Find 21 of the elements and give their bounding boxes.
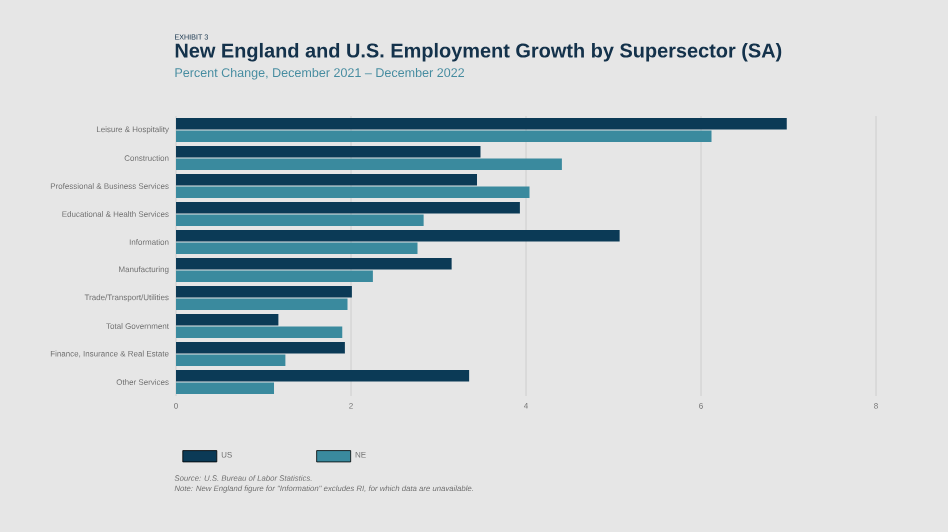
bar: [176, 230, 620, 242]
chart-title: New England and U.S. Employment Growth by Supersector (SA): [175, 42, 782, 62]
bar: [176, 298, 348, 311]
bar: [176, 186, 530, 199]
bar: [176, 286, 352, 298]
bar: [176, 146, 481, 158]
bar: [176, 158, 562, 171]
bar: [176, 326, 343, 339]
bar: [176, 370, 470, 382]
bar: [176, 202, 520, 214]
bar: [176, 118, 787, 130]
bar: [176, 382, 275, 394]
bar: [176, 258, 452, 270]
bar: [176, 270, 373, 283]
bar: [176, 342, 345, 354]
bar: [176, 214, 424, 227]
bar: [176, 314, 279, 326]
bar: [176, 354, 286, 366]
bar: [176, 130, 712, 143]
bar: [176, 174, 478, 186]
bar: [176, 242, 418, 255]
